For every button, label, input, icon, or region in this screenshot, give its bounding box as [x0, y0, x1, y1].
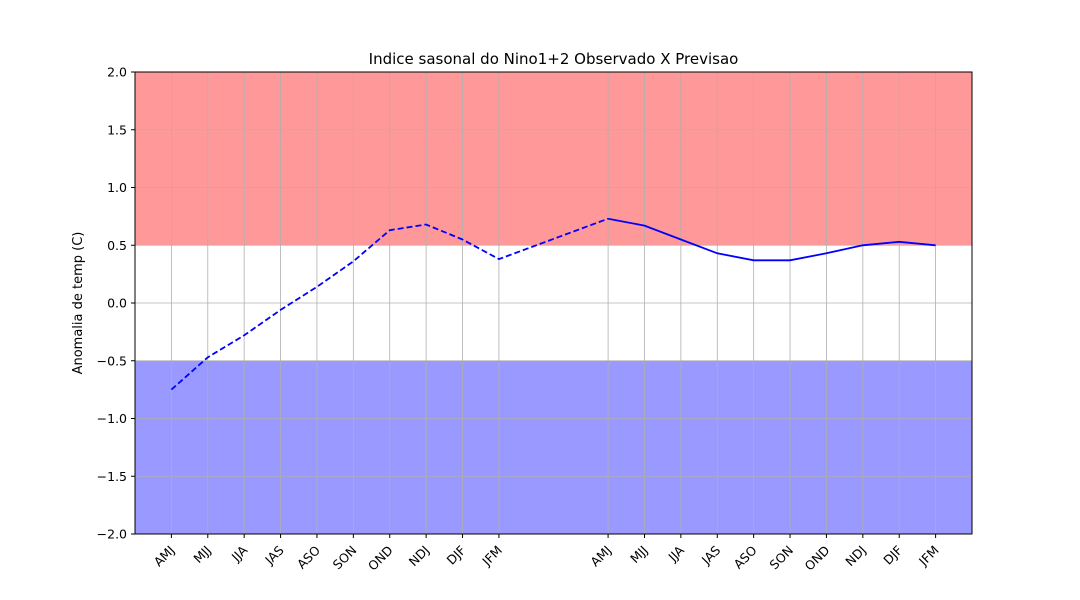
y-tick-label: −1.5: [97, 469, 127, 484]
y-tick-label: −1.0: [97, 411, 127, 426]
y-axis: 2.0 1.5 1.0 0.5 0.0 −0.5 −1.0 −1.5 −2.0: [97, 65, 135, 542]
x-tick-label: NDJ: [406, 543, 433, 570]
x-tick-label: JJA: [228, 542, 251, 565]
x-tick-label: ASO: [731, 542, 760, 571]
x-tick-label: AMJ: [151, 543, 178, 570]
x-tick-label: SON: [766, 543, 796, 573]
y-tick-label: 0.5: [107, 238, 127, 253]
y-tick-label: −0.5: [97, 353, 127, 368]
x-tick-label: MJJ: [190, 543, 213, 566]
x-tick-label: JAS: [698, 542, 723, 567]
x-tick-label: JFM: [915, 543, 942, 570]
y-axis-label: Anomalia de temp (C): [71, 232, 86, 375]
y-tick-label: 2.0: [107, 65, 127, 80]
x-tick-label: JJA: [665, 542, 688, 565]
y-tick-label: 1.5: [107, 122, 127, 137]
series-line-solid: [607, 217, 936, 262]
x-axis: AMJ MJJ JJA JAS ASO SON OND NDJ DJF JFM AMJ MJJ JJA J…: [151, 534, 942, 574]
bands-layer: [135, 72, 972, 534]
y-tick-label: −2.0: [97, 527, 127, 542]
x-tick-label: ASO: [294, 542, 323, 571]
grid-layer: [135, 71, 972, 535]
band-1: [135, 360, 972, 534]
x-tick-label: SON: [330, 543, 360, 573]
lines-layer: [170, 217, 936, 391]
x-tick-label: OND: [365, 543, 396, 574]
y-tick-label: 1.0: [107, 180, 127, 195]
x-tick-label: MJJ: [627, 543, 650, 566]
x-tick-label: OND: [802, 543, 833, 574]
series-line-dashed: [170, 217, 609, 391]
y-tick-label: 0.0: [107, 296, 127, 311]
chart-title: Indice sasonal do Nino1+2 Observado X Pr…: [369, 50, 739, 68]
x-tick-label: JFM: [478, 543, 505, 570]
x-tick-label: DJF: [880, 543, 905, 568]
x-tick-label: DJF: [444, 543, 469, 568]
x-tick-label: AMJ: [587, 543, 614, 570]
band-0: [135, 72, 972, 246]
x-tick-label: JAS: [261, 542, 286, 567]
x-tick-label: NDJ: [842, 543, 869, 570]
